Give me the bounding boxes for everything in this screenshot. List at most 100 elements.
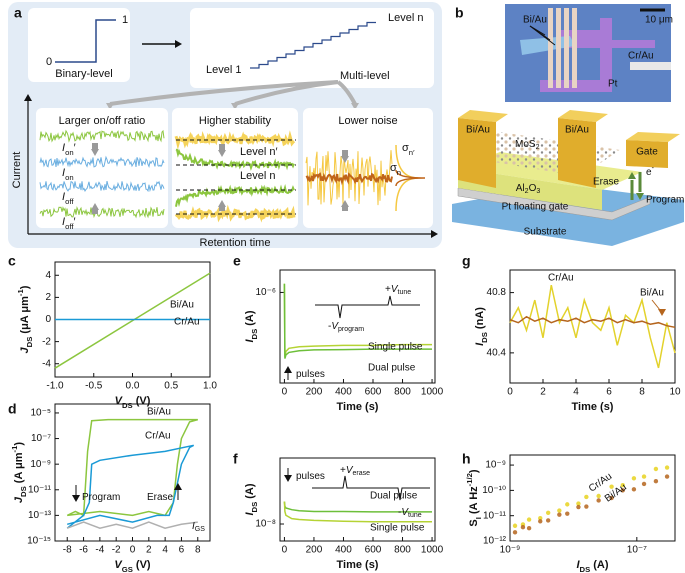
label: Higher stability [199,115,272,127]
y-tick-label: 10⁻¹¹ [28,484,52,495]
text-part: DS [250,329,259,340]
plot-area [283,501,432,523]
pulse-waveform [315,295,420,319]
x-tick-label: 6 [179,545,185,556]
point [631,476,637,481]
text-part: Erase [147,492,174,503]
point [512,530,518,535]
x-tick-label: 800 [394,545,411,556]
panel-letter: f [233,451,238,467]
text-part: Al [516,183,525,194]
y-tick-label: 4 [45,270,51,281]
label: Level n [388,12,423,24]
x-tick-label: 8 [639,387,645,398]
plot-frame [279,457,436,542]
plot-area [66,418,199,529]
x-tick-label: -4 [95,545,104,556]
text-part: -1 [16,289,25,297]
text-part: DS [250,502,259,513]
x-tick-label: 200 [306,545,323,556]
text-part: I [244,339,256,343]
point [596,498,601,503]
bi-strip [564,8,569,88]
label: Binary-level [55,68,112,80]
annotation: pulses [296,471,325,482]
point [653,466,659,472]
text-part: V [114,559,123,571]
y-axis-label: IDS (nA) [474,307,489,346]
plot-frame [509,454,676,542]
label: Multi-level [340,70,390,82]
label: Lower noise [338,115,397,127]
gray-arrow [92,143,98,149]
x-tick-label: 2 [540,387,546,398]
text-part: V [331,321,339,332]
text-part: (A) [244,483,256,502]
text-part: I [474,517,483,519]
point [641,481,647,487]
gray-arrow [234,80,339,106]
arrow-head [72,495,80,502]
point [664,465,670,470]
series-name: Dual pulse [370,491,418,502]
label: Ion′ [62,142,76,157]
x-axis-label: IDS (A) [576,559,608,573]
annotation: -Vtune [398,507,422,520]
gray-arrow [219,205,225,211]
series-line [283,283,432,359]
text-part: on [65,173,74,182]
arrow-head [431,230,438,238]
text-part: pulses [296,369,325,380]
text-part: + [385,284,391,295]
point [557,512,562,517]
label: Ioff′ [62,216,76,231]
y-axis-label: SI (A Hz-1/2) [465,469,483,527]
series-name: Single pulse [368,342,423,353]
y-axis-label: JDS (A μm-1) [10,442,28,503]
arrow-head [658,309,666,316]
plot-area [283,283,432,359]
text-part: (nA) [474,307,486,332]
text-part: n′ [409,148,415,157]
multi-steps [250,21,376,69]
y-tick-label: 0 [45,314,51,325]
y-axis-label: JDS (μA μm-1) [16,285,34,353]
y-axis-label: IDS (A) [244,310,259,342]
text-part: I [62,167,65,179]
x-tick-label: 8 [195,545,201,556]
x-axis-label: Time (s) [337,401,379,413]
annotation: Erase [147,492,174,503]
text-part: GS [195,526,205,533]
label: Gate [636,147,658,158]
point [609,484,614,489]
series-line [54,272,211,369]
label: Current [11,152,23,189]
arrow-head [284,366,292,373]
text-part: (V) [133,559,151,571]
y-tick-label: 10⁻⁹ [485,460,506,471]
off-prime-trace [39,206,165,219]
point [620,488,625,493]
x-tick-label: -0.5 [85,381,103,392]
text-part: J [19,346,31,353]
point [538,515,543,521]
y-axis-label: IDS (A) [244,483,259,515]
text-part: V [346,465,354,476]
text-part: DS [480,332,489,343]
binary-box [28,8,130,82]
x-tick-label: 800 [394,387,411,398]
arrow-head [91,149,99,156]
text-part: off [65,222,74,231]
label: Program [646,195,684,206]
text-part: MoS [515,139,536,150]
arrow-head [24,94,32,101]
annotation: +Verase [340,465,370,478]
gate-top [626,132,680,142]
text-part: program [338,326,364,333]
binary-step [55,19,116,63]
bi-strip [548,8,553,88]
x-tick-label: 200 [306,387,323,398]
off-trace [39,180,165,193]
x-tick-label: 10 [669,387,681,398]
text-part: I [244,512,256,516]
